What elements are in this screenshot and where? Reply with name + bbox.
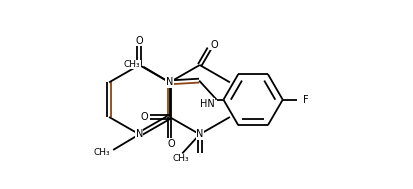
Text: HN: HN: [199, 98, 214, 108]
Text: O: O: [140, 112, 147, 122]
Text: CH₃: CH₃: [93, 148, 110, 157]
Text: N: N: [196, 129, 203, 139]
Text: O: O: [167, 139, 174, 149]
Text: F: F: [302, 95, 308, 105]
Text: N: N: [166, 77, 173, 87]
Text: CH₃: CH₃: [172, 154, 189, 163]
Text: CH₃: CH₃: [123, 60, 140, 69]
Text: N: N: [135, 129, 142, 139]
Text: O: O: [211, 40, 218, 50]
Text: O: O: [135, 36, 143, 46]
